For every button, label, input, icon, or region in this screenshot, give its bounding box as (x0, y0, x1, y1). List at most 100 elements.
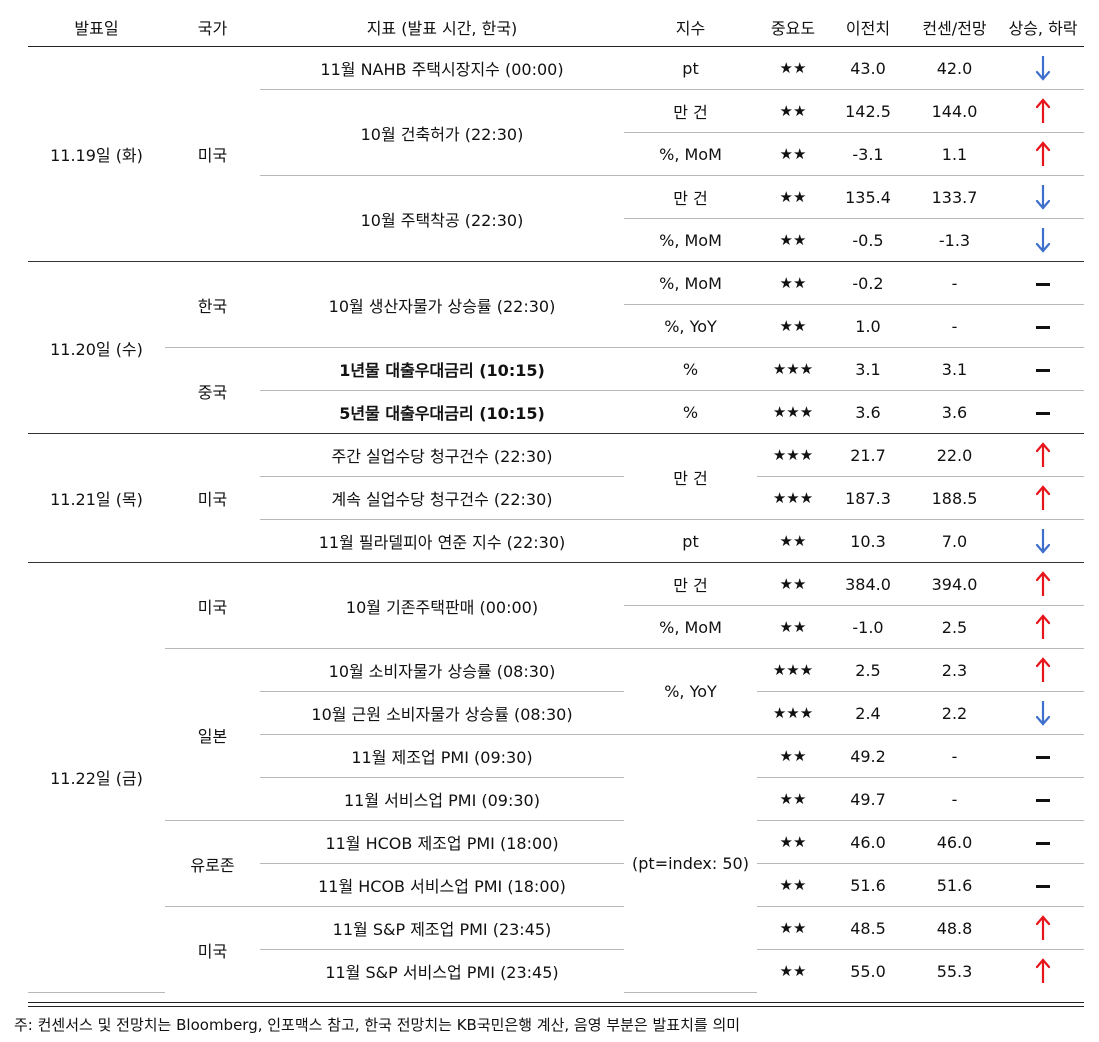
unit-cell: %, YoY (624, 304, 757, 348)
indicator-cell: 10월 건축허가 (22:30) (260, 89, 624, 176)
unchanged-dash-icon (1036, 841, 1050, 845)
table-row: 11.20일 (수) 한국 10월 생산자물가 상승률 (22:30) %, M… (28, 261, 1084, 434)
unit-cell: %, YoY (624, 648, 757, 735)
importance-cell: ★★★ (757, 347, 829, 391)
indicator-cell: 11월 S&P 제조업 PMI (23:45) (260, 906, 624, 950)
direction-cell (1002, 347, 1084, 391)
arrow-up-icon (1035, 442, 1051, 467)
consensus-cell: 144.0 (907, 89, 1002, 133)
footnote: 주: 컨센서스 및 전망치는 Bloomberg, 인포맥스 참고, 한국 전망… (14, 1016, 741, 1034)
date-cell: 11.20일 (수) (28, 261, 165, 434)
country-cell: 미국 (165, 562, 260, 649)
importance-cell: ★★ (757, 777, 829, 821)
importance-cell: ★★★ (757, 390, 829, 434)
consensus-cell: 42.0 (907, 46, 1002, 90)
direction-cell (1002, 261, 1084, 305)
consensus-cell: 3.6 (907, 390, 1002, 434)
table-row: %, MoM ★★ -1.0 2.5 (28, 605, 1084, 649)
consensus-cell: 394.0 (907, 562, 1002, 606)
indicator-cell: 11월 NAHB 주택시장지수 (00:00) (260, 46, 624, 90)
unit-cell: % (624, 390, 757, 434)
indicator-cell: 10월 생산자물가 상승률 (22:30) (260, 261, 624, 348)
importance-cell: ★★ (757, 863, 829, 907)
unchanged-dash-icon (1036, 411, 1050, 415)
header-importance: 중요도 (757, 8, 829, 47)
direction-cell (1002, 863, 1084, 907)
table-row: 11월 필라델피아 연준 지수 (22:30) pt ★★ 10.3 7.0 (28, 519, 1084, 563)
table-row: 10월 근원 소비자물가 상승률 (08:30) ★★★ 2.4 2.2 (28, 691, 1084, 735)
previous-cell: -1.0 (829, 605, 907, 649)
importance-cell: ★★ (757, 304, 829, 348)
direction-cell (1002, 906, 1084, 950)
importance-cell: ★★ (757, 132, 829, 176)
economic-calendar-table: 발표일 국가 지표 (발표 시간, 한국) 지수 중요도 이전치 컨센/전망 상… (28, 8, 1084, 993)
arrow-up-icon (1035, 98, 1051, 123)
direction-cell (1002, 390, 1084, 434)
indicator-cell: 10월 근원 소비자물가 상승률 (08:30) (260, 691, 624, 735)
previous-cell: 49.2 (829, 734, 907, 778)
table-row: 10월 건축허가 (22:30) 만 건 ★★ 142.5 144.0 (28, 89, 1084, 176)
country-cell: 유로존 (165, 820, 260, 907)
arrow-up-icon (1035, 571, 1051, 596)
arrow-up-icon (1035, 915, 1051, 940)
consensus-cell: 22.0 (907, 433, 1002, 477)
direction-cell (1002, 562, 1084, 606)
table-row: 11월 HCOB 서비스업 PMI (18:00) ★★ 51.6 51.6 (28, 863, 1084, 907)
table-bottom-rule (28, 1002, 1084, 1003)
table-row: 11월 제조업 PMI (09:30) (pt=index: 50) ★★ 49… (28, 734, 1084, 993)
indicator-cell: 10월 주택착공 (22:30) (260, 175, 624, 262)
arrow-up-icon (1035, 614, 1051, 639)
indicator-cell: 5년물 대출우대금리 (10:15) (260, 390, 624, 434)
importance-cell: ★★ (757, 175, 829, 219)
importance-cell: ★★★ (757, 648, 829, 692)
consensus-cell: 7.0 (907, 519, 1002, 563)
arrow-down-icon (1035, 56, 1051, 81)
previous-cell: 384.0 (829, 562, 907, 606)
importance-cell: ★★ (757, 89, 829, 133)
indicator-cell: 11월 서비스업 PMI (09:30) (260, 777, 624, 821)
date-cell: 11.22일 (금) (28, 562, 165, 993)
date-cell: 11.21일 (목) (28, 433, 165, 563)
direction-cell (1002, 433, 1084, 477)
direction-cell (1002, 218, 1084, 262)
consensus-cell: 48.8 (907, 906, 1002, 950)
table-row: 미국 11월 S&P 제조업 PMI (23:45) ★★ 48.5 48.8 (28, 906, 1084, 961)
consensus-cell: - (907, 261, 1002, 305)
country-cell: 미국 (165, 46, 260, 262)
arrow-up-icon (1035, 141, 1051, 166)
consensus-cell: 51.6 (907, 863, 1002, 907)
consensus-cell: - (907, 734, 1002, 778)
unchanged-dash-icon (1036, 368, 1050, 372)
consensus-cell: - (907, 777, 1002, 821)
table-row: %, MoM ★★ -0.5 -1.3 (28, 218, 1084, 262)
unit-cell: %, MoM (624, 605, 757, 649)
table-row: %, YoY ★★ 1.0 - (28, 304, 1084, 348)
consensus-cell: -1.3 (907, 218, 1002, 262)
indicator-cell: 주간 실업수당 청구건수 (22:30) (260, 433, 624, 477)
header-previous: 이전치 (829, 8, 907, 47)
direction-cell (1002, 519, 1084, 563)
importance-cell: ★★ (757, 605, 829, 649)
indicator-cell: 11월 S&P 서비스업 PMI (23:45) (325, 963, 559, 982)
indicator-cell: 10월 기존주택판매 (00:00) (260, 562, 624, 649)
previous-cell: 187.3 (829, 476, 907, 520)
unit-cell: %, MoM (624, 132, 757, 176)
direction-cell (1002, 691, 1084, 735)
unit-cell: pt (624, 46, 757, 90)
table-row: 11월 S&P 서비스업 PMI (23:45) ★★ 55.0 55.3 (28, 950, 1084, 993)
indicator-cell: 11월 필라델피아 연준 지수 (22:30) (260, 519, 624, 563)
header-row: 발표일 국가 지표 (발표 시간, 한국) 지수 중요도 이전치 컨센/전망 상… (28, 8, 1084, 47)
consensus-cell: 2.2 (907, 691, 1002, 735)
previous-cell: 135.4 (829, 175, 907, 219)
table-row: 중국 1년물 대출우대금리 (10:15) % ★★★ 3.1 3.1 (28, 347, 1084, 434)
indicator-cell: 1년물 대출우대금리 (10:15) (260, 347, 624, 391)
importance-cell: ★★★ (757, 476, 829, 520)
unchanged-dash-icon (1036, 282, 1050, 286)
importance-cell: ★★ (757, 820, 829, 864)
direction-cell (1002, 950, 1084, 993)
arrow-up-icon (1035, 657, 1051, 682)
previous-cell: 2.5 (829, 648, 907, 692)
previous-cell: -3.1 (829, 132, 907, 176)
unit-cell: %, MoM (624, 261, 757, 305)
importance-cell: ★★ (757, 261, 829, 305)
